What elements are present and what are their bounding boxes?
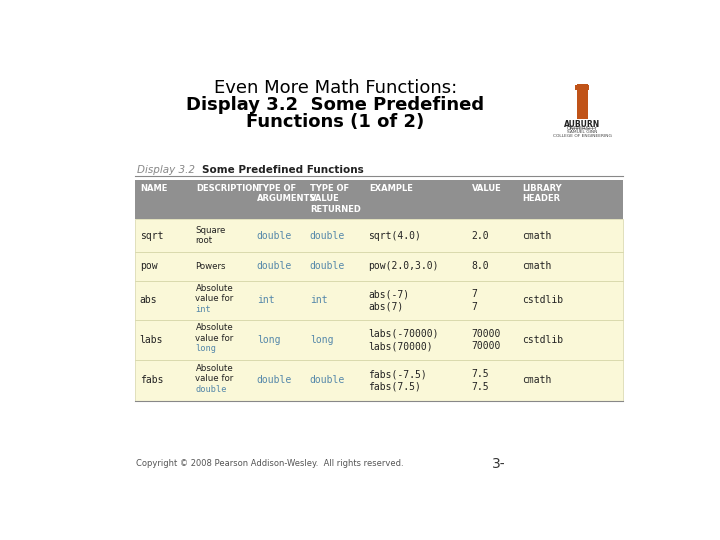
Text: double: double	[310, 261, 345, 272]
Bar	[135, 252, 623, 281]
Text: 7
7: 7 7	[472, 289, 477, 312]
Text: 3-: 3-	[492, 457, 505, 471]
Text: Even More Math Functions:: Even More Math Functions:	[214, 79, 457, 97]
Text: NAME: NAME	[140, 184, 168, 193]
Text: double: double	[257, 231, 292, 241]
Bar	[135, 360, 623, 401]
Text: sqrt: sqrt	[140, 231, 163, 241]
Text: sqrt(4.0): sqrt(4.0)	[369, 231, 421, 241]
Text: 7.5
7.5: 7.5 7.5	[472, 369, 490, 392]
Text: long: long	[195, 345, 217, 354]
Bar	[577, 84, 588, 119]
Text: SAMUEL GINN: SAMUEL GINN	[567, 130, 598, 134]
Text: abs: abs	[140, 295, 157, 305]
Text: pow: pow	[140, 261, 157, 272]
Text: cmath: cmath	[522, 375, 552, 386]
Text: int: int	[257, 295, 274, 305]
Text: Absolute
value for: Absolute value for	[195, 323, 234, 343]
Text: pow(2.0,3.0): pow(2.0,3.0)	[369, 261, 439, 272]
Text: Display 3.2  Some Predefined: Display 3.2 Some Predefined	[186, 96, 485, 114]
Text: Absolute
value for: Absolute value for	[195, 284, 234, 303]
Text: COLLEGE OF ENGINEERING: COLLEGE OF ENGINEERING	[553, 134, 611, 138]
Text: EXAMPLE: EXAMPLE	[369, 184, 413, 193]
Text: Display 3.2: Display 3.2	[138, 165, 195, 174]
Text: double: double	[310, 375, 345, 386]
Bar	[575, 85, 589, 90]
Text: double: double	[310, 231, 345, 241]
Bar	[135, 219, 623, 252]
Text: labs(-70000)
labs(70000): labs(-70000) labs(70000)	[369, 329, 439, 351]
Text: VALUE: VALUE	[472, 184, 502, 193]
Text: Some Predefined Functions: Some Predefined Functions	[202, 165, 364, 174]
Text: int: int	[310, 295, 328, 305]
Text: UNIVERSITY: UNIVERSITY	[567, 126, 598, 131]
Text: double: double	[257, 375, 292, 386]
Text: LIBRARY
HEADER: LIBRARY HEADER	[523, 184, 562, 203]
Text: double: double	[257, 261, 292, 272]
Text: double: double	[195, 385, 227, 394]
Text: cstdlib: cstdlib	[522, 295, 563, 305]
Text: 8.0: 8.0	[472, 261, 490, 272]
Text: cstdlib: cstdlib	[522, 335, 563, 345]
Text: long: long	[310, 335, 333, 345]
Text: int: int	[195, 305, 211, 314]
Text: fabs: fabs	[140, 375, 163, 386]
Bar	[135, 180, 623, 219]
Text: long: long	[257, 335, 280, 345]
Text: 70000
70000: 70000 70000	[472, 329, 501, 351]
Text: Functions (1 of 2): Functions (1 of 2)	[246, 113, 425, 131]
Text: AUBURN: AUBURN	[564, 120, 600, 129]
Text: abs(-7)
abs(7): abs(-7) abs(7)	[369, 289, 410, 312]
Text: Square
root: Square root	[195, 226, 226, 245]
Text: TYPE OF
ARGUMENTS: TYPE OF ARGUMENTS	[258, 184, 317, 203]
Text: Copyright © 2008 Pearson Addison-Wesley.  All rights reserved.: Copyright © 2008 Pearson Addison-Wesley.…	[136, 460, 403, 469]
Text: Powers: Powers	[195, 262, 226, 271]
Bar	[135, 320, 623, 360]
Bar	[135, 281, 623, 320]
Text: cmath: cmath	[522, 261, 552, 272]
Text: Absolute
value for: Absolute value for	[195, 364, 234, 383]
Text: fabs(-7.5)
fabs(7.5): fabs(-7.5) fabs(7.5)	[369, 369, 427, 392]
Text: labs: labs	[140, 335, 163, 345]
Text: cmath: cmath	[522, 231, 552, 241]
Text: DESCRIPTION: DESCRIPTION	[196, 184, 259, 193]
Text: TYPE OF
VALUE
RETURNED: TYPE OF VALUE RETURNED	[310, 184, 361, 213]
Text: 2.0: 2.0	[472, 231, 490, 241]
